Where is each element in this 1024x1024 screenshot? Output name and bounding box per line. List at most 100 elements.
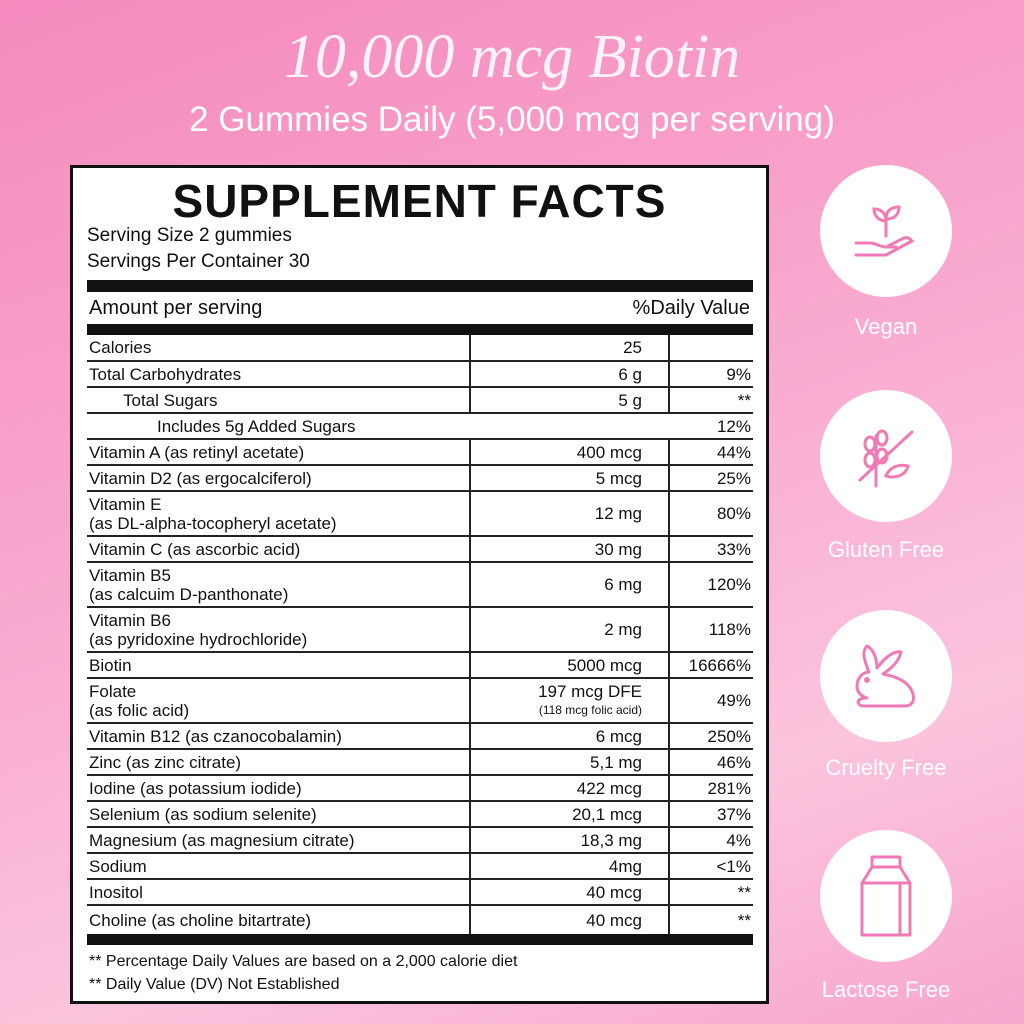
amount-cell: 6 g xyxy=(469,361,670,388)
amount: 5,1 mg xyxy=(590,752,642,772)
nutrient-label: Vitamin C (as ascorbic acid) xyxy=(89,539,301,559)
nutrient-name: Vitamin D2 (as ergocalciferol) xyxy=(87,465,470,492)
amount-cell: 5000 mcg xyxy=(469,652,670,679)
nutrient-label: Vitamin E xyxy=(89,494,162,514)
nutrient-label: Choline (as choline bitartrate) xyxy=(89,911,312,930)
amount: 400 mcg xyxy=(576,442,642,462)
nutrient-name: Vitamin B5 (as calcuim D-panthonate) xyxy=(87,562,470,608)
amount-cell: 5 g xyxy=(469,387,670,414)
amount-header: Amount per serving xyxy=(89,297,263,319)
plant-hand-icon xyxy=(854,205,915,257)
amount: 422 mcg xyxy=(576,778,642,798)
amount: 25 xyxy=(623,338,642,357)
table-row: Zinc (as zinc citrate) 5,1 mg 46% xyxy=(87,749,753,776)
dv-cell: 33% xyxy=(669,536,753,563)
amount-cell: 5 mcg xyxy=(469,465,670,492)
amount: 4mg xyxy=(608,856,642,876)
lactose-free-badge xyxy=(820,830,952,962)
nutrient-name: Vitamin A (as retinyl acetate) xyxy=(87,439,470,466)
nutrient-label: Includes 5g Added Sugars xyxy=(157,416,356,436)
vegan-badge xyxy=(820,165,952,297)
footnote: ** Percentage Daily Values are based on … xyxy=(89,953,518,970)
nutrient-label: Iodine (as potassium iodide) xyxy=(89,778,302,798)
amount: 6 mg xyxy=(604,575,642,594)
nutrient-name: Sodium xyxy=(87,853,470,880)
table-row: Folate (as folic acid) 197 mcg DFE (118 mcg… xyxy=(87,678,753,724)
amount: 30 mg xyxy=(594,539,642,559)
table-row: Vitamin D2 (as ergocalciferol) 5 mcg 25% xyxy=(87,465,753,492)
nutrient-source: (as folic acid) xyxy=(89,700,190,720)
amount-cell: 197 mcg DFE (118 mcg folic acid) xyxy=(469,678,670,724)
table-row: Sodium 4mg <1% xyxy=(87,853,753,880)
dv-cell: 118% xyxy=(669,607,753,653)
amount-cell: 40 mcg xyxy=(469,905,670,935)
amount: 12 mg xyxy=(594,504,642,523)
table-row: Inositol 40 mcg ** xyxy=(87,879,753,906)
amount-cell: 2 mg xyxy=(469,607,670,653)
table-row: Includes 5g Added Sugars 12% xyxy=(87,413,753,440)
nutrient-name: Calories xyxy=(87,335,470,362)
dv-cell: 281% xyxy=(669,775,753,802)
dv-cell: 25% xyxy=(669,465,753,492)
dv-cell: 37% xyxy=(669,801,753,828)
amount-cell: 4mg xyxy=(469,853,670,880)
table-row: Magnesium (as magnesium citrate) 18,3 mg 4… xyxy=(87,827,753,854)
dv-cell: 46% xyxy=(669,749,753,776)
badge-label: Gluten Free xyxy=(827,537,945,562)
dv-cell: 12% xyxy=(669,413,753,440)
badge-label: Vegan xyxy=(854,314,918,339)
amount-cell: 12 mg xyxy=(469,491,670,537)
amount-cell: 6 mg xyxy=(469,562,670,608)
nutrient-label: Total Carbohydrates xyxy=(89,364,242,384)
nutrient-label: Total Sugars xyxy=(123,390,218,410)
table-row: Calories 25 xyxy=(87,335,753,362)
dv-cell: ** xyxy=(669,387,753,414)
amount: 5 mcg xyxy=(595,468,642,488)
nutrient-name: Vitamin B12 (as czanocobalamin) xyxy=(87,723,470,750)
nutrient-label: Vitamin A (as retinyl acetate) xyxy=(89,442,305,462)
nutrient-label: Folate xyxy=(89,681,137,701)
nutrient-label: Vitamin B6 xyxy=(89,610,171,630)
amount-cell: 20,1 mcg xyxy=(469,801,670,828)
nutrient-name: Vitamin E (as DL-alpha-tocopheryl acetate… xyxy=(87,491,470,537)
nutrient-name: Selenium (as sodium selenite) xyxy=(87,801,470,828)
dv-cell: 80% xyxy=(669,491,753,537)
subheadline: 2 Gummies Daily (5,000 mcg per serving) xyxy=(189,100,835,139)
dv-cell: ** xyxy=(669,879,753,906)
table-row: Vitamin A (as retinyl acetate) 400 mcg 44% xyxy=(87,439,753,466)
nutrient-name: Iodine (as potassium iodide) xyxy=(87,775,470,802)
rabbit-icon xyxy=(855,644,915,708)
dv-cell: 120% xyxy=(669,562,753,608)
amount: 5 g xyxy=(618,390,642,410)
table-row: Vitamin C (as ascorbic acid) 30 mg 33% xyxy=(87,536,753,563)
amount-cell: 30 mg xyxy=(469,536,670,563)
amount-note: (118 mcg folic acid) xyxy=(538,702,642,717)
nutrient-label: Sodium xyxy=(89,856,147,876)
amount-cell: 400 mcg xyxy=(469,439,670,466)
nutrient-source: (as calcuim D-panthonate) xyxy=(89,584,289,604)
dv-cell: 49% xyxy=(669,678,753,724)
nutrient-label: Biotin xyxy=(89,655,132,675)
nutrient-name: Vitamin C (as ascorbic acid) xyxy=(87,536,470,563)
amount: 6 g xyxy=(618,364,642,384)
amount-cell: 40 mcg xyxy=(469,879,670,906)
nutrient-label: Selenium (as sodium selenite) xyxy=(89,804,317,824)
dv-cell xyxy=(669,335,753,362)
nutrient-name: Choline (as choline bitartrate) xyxy=(87,905,470,935)
amount: 40 mcg xyxy=(586,911,642,930)
nutrient-name: Total Carbohydrates xyxy=(87,361,470,388)
table-row: Iodine (as potassium iodide) 422 mcg 281% xyxy=(87,775,753,802)
serving-size: Serving Size 2 gummies xyxy=(87,225,292,246)
facts-table: Calories 25 Total Carbohydrates 6 g 9% Total … xyxy=(87,335,753,935)
table-row: Vitamin E (as DL-alpha-tocopheryl acetate… xyxy=(87,491,753,537)
table-row: Choline (as choline bitartrate) 40 mcg ** xyxy=(87,905,753,935)
facts-title: SUPPLEMENT FACTS xyxy=(172,175,667,227)
dv-cell: 16666% xyxy=(669,652,753,679)
nutrient-source: (as pyridoxine hydrochloride) xyxy=(89,629,308,649)
nutrient-name: Total Sugars xyxy=(87,387,470,414)
nutrient-name: Folate (as folic acid) xyxy=(87,678,470,724)
divider xyxy=(87,280,753,292)
amount: 40 mcg xyxy=(586,882,642,902)
divider xyxy=(87,324,753,335)
table-row: Vitamin B12 (as czanocobalamin) 6 mcg 250% xyxy=(87,723,753,750)
